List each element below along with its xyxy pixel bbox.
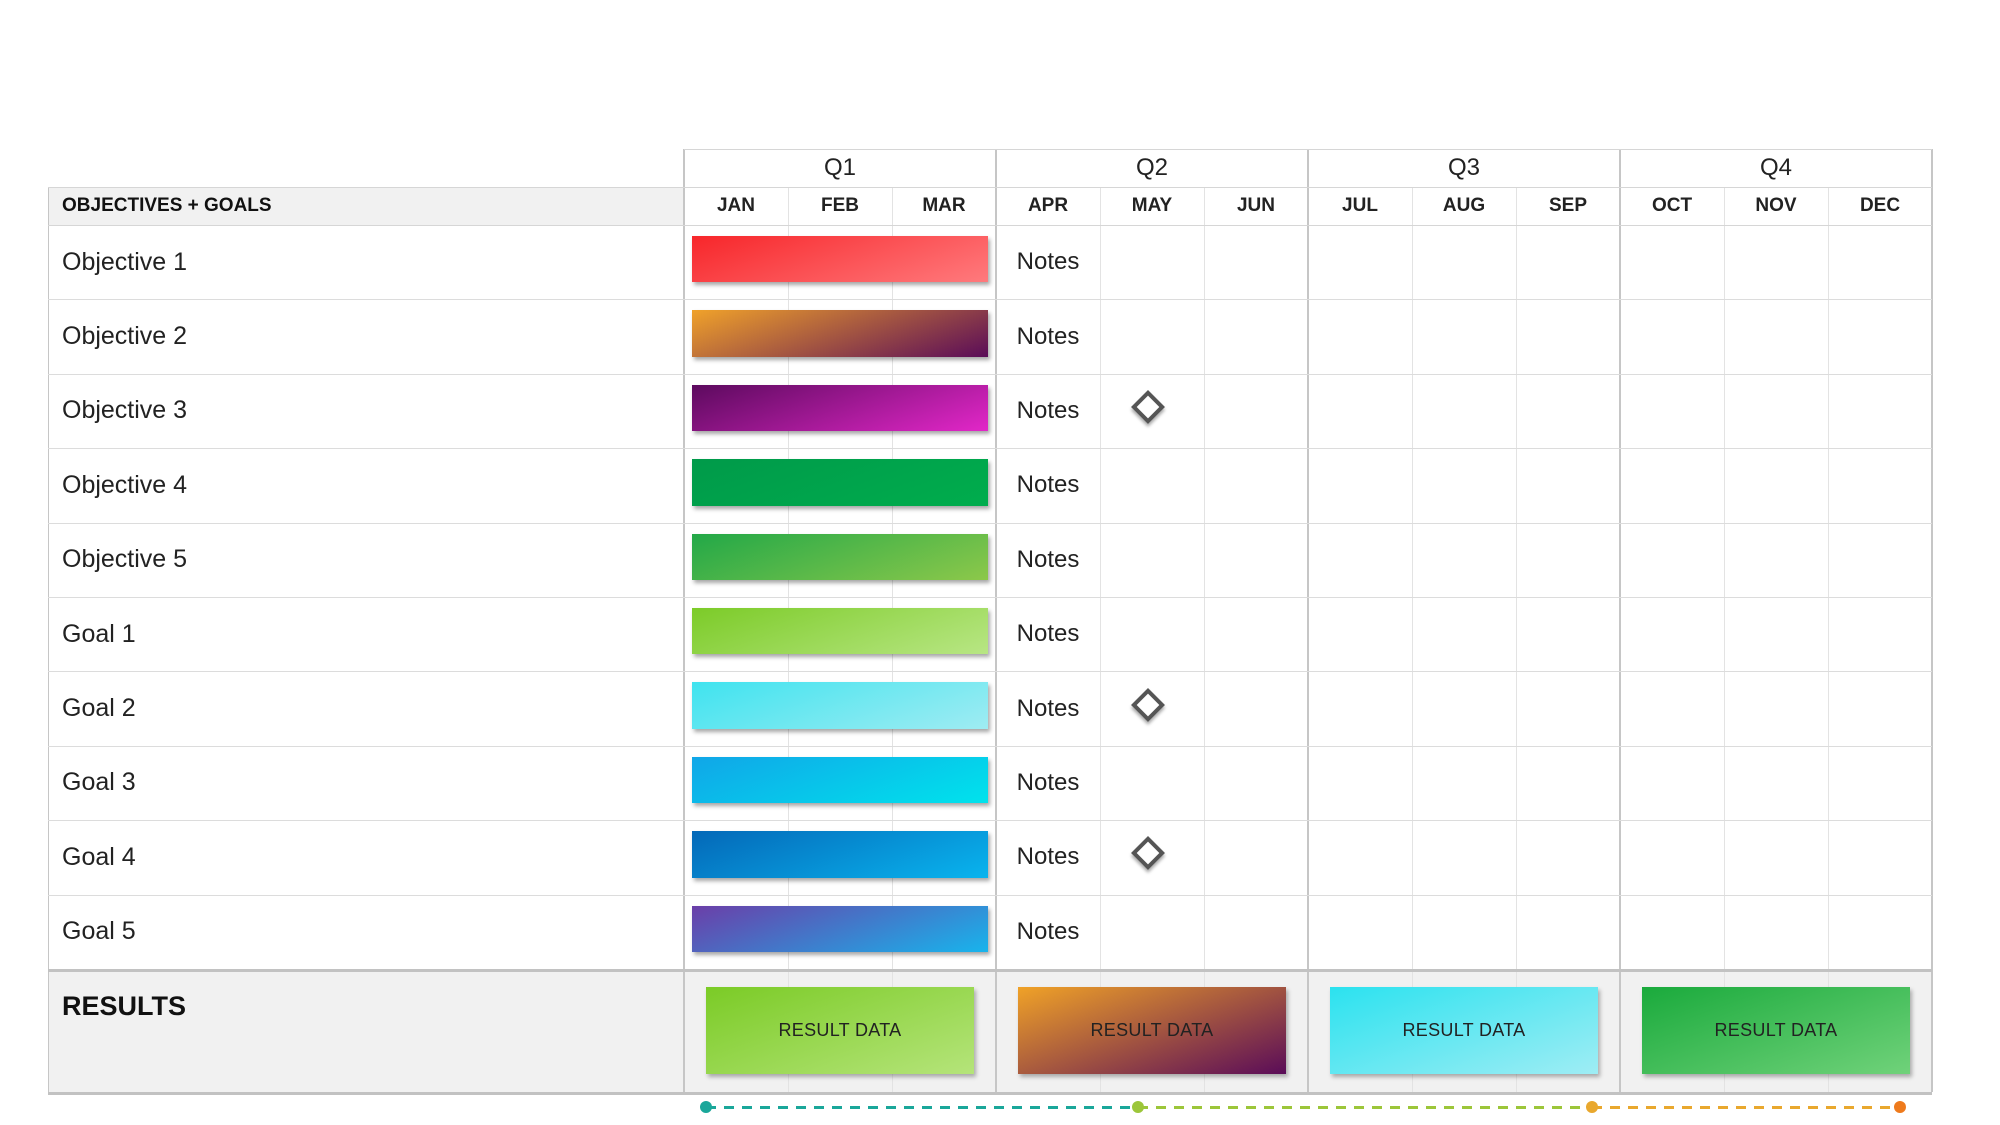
result-data-box: RESULT DATA (1018, 987, 1286, 1074)
notes-cell: Notes (1016, 322, 1080, 350)
notes-cell: Notes (1016, 545, 1080, 573)
month-divider (1100, 187, 1101, 1092)
row-divider (48, 820, 1932, 822)
quarter-divider (1307, 149, 1309, 1092)
quarter-label-q3: Q3 (1447, 154, 1480, 181)
timeline-segment (706, 1106, 1138, 1109)
timeline-dot (700, 1101, 712, 1113)
month-label-dec: DEC (1859, 195, 1901, 216)
month-divider (1724, 187, 1725, 1092)
month-label-aug: AUG (1442, 195, 1486, 216)
quarter-label-q2: Q2 (1135, 154, 1168, 181)
row-divider (48, 448, 1932, 450)
milestone-diamond-icon (1131, 836, 1165, 871)
quarter-divider (1931, 149, 1933, 1092)
gantt-bar (692, 831, 988, 878)
month-bottom-line (48, 225, 1932, 226)
month-label-sep: SEP (1548, 195, 1588, 216)
month-label-jun: JUN (1236, 195, 1275, 216)
row-divider (48, 373, 1932, 375)
row-label: Objective 5 (62, 545, 188, 574)
row-divider (48, 894, 1932, 896)
results-background (48, 969, 1932, 1092)
notes-cell: Notes (1016, 768, 1080, 796)
row-label: Goal 3 (62, 768, 136, 797)
month-top-line (48, 187, 1932, 188)
timeline-dot (1586, 1101, 1598, 1113)
notes-cell: Notes (1016, 396, 1080, 424)
quarter-divider (1619, 149, 1621, 1092)
month-divider (1516, 187, 1517, 1092)
row-divider (48, 597, 1932, 598)
month-label-nov: NOV (1755, 195, 1797, 216)
row-label: Objective 1 (62, 247, 188, 276)
objectives-header: OBJECTIVES + GOALS (48, 187, 684, 225)
month-label-feb: FEB (821, 195, 859, 216)
notes-cell: Notes (1016, 248, 1080, 276)
row-divider (48, 745, 1932, 747)
month-divider (1828, 187, 1829, 1092)
row-label: Goal 2 (62, 694, 136, 723)
gantt-bar (692, 384, 988, 432)
header-top-line (684, 149, 1932, 150)
month-label-may: MAY (1131, 195, 1173, 216)
timeline-dot (1894, 1101, 1906, 1113)
left-border (48, 187, 49, 1092)
gantt-bar (692, 533, 988, 580)
gantt-bar (692, 459, 988, 506)
timeline-segment (1592, 1106, 1900, 1109)
results-bottom-line (48, 1092, 1932, 1095)
timeline-segment (1138, 1106, 1592, 1109)
timeline-dot (1132, 1101, 1144, 1113)
result-data-box: RESULT DATA (706, 987, 974, 1074)
milestone-diamond-icon (1131, 687, 1165, 722)
row-label: Goal 4 (62, 842, 136, 871)
month-label-mar: MAR (922, 195, 966, 216)
month-divider (1204, 187, 1205, 1092)
result-data-box: RESULT DATA (1642, 987, 1910, 1074)
gantt-bar (692, 756, 988, 804)
row-divider (48, 299, 1932, 301)
result-data-box: RESULT DATA (1330, 987, 1598, 1074)
results-label: RESULTS (62, 991, 187, 1021)
row-label: Goal 5 (62, 917, 136, 946)
month-label-jul: JUL (1342, 195, 1378, 216)
row-label: Objective 2 (62, 322, 188, 351)
quarter-divider (995, 149, 997, 1092)
milestone-diamond-icon (1131, 390, 1165, 424)
gantt-bar (692, 682, 988, 729)
results-top-line (48, 969, 1932, 972)
row-label: Goal 1 (62, 619, 136, 648)
gantt-bar (692, 310, 988, 357)
quarter-divider (683, 149, 685, 1092)
gantt-bar (692, 905, 988, 952)
month-label-jan: JAN (716, 195, 755, 216)
notes-cell: Notes (1016, 917, 1080, 945)
gantt-bar (692, 236, 988, 283)
month-divider (1412, 187, 1413, 1092)
notes-cell: Notes (1016, 620, 1080, 648)
row-divider (48, 522, 1932, 524)
row-label: Objective 3 (62, 396, 188, 425)
gantt-bar (692, 608, 988, 655)
quarter-label-q1: Q1 (823, 154, 856, 181)
notes-cell: Notes (1016, 843, 1080, 871)
notes-cell: Notes (1016, 471, 1080, 499)
month-label-oct: OCT (1651, 195, 1693, 216)
row-label: Objective 4 (62, 470, 188, 499)
quarter-label-q4: Q4 (1759, 154, 1792, 181)
notes-cell: Notes (1016, 694, 1080, 722)
row-divider (48, 671, 1932, 673)
month-label-apr: APR (1027, 195, 1069, 216)
